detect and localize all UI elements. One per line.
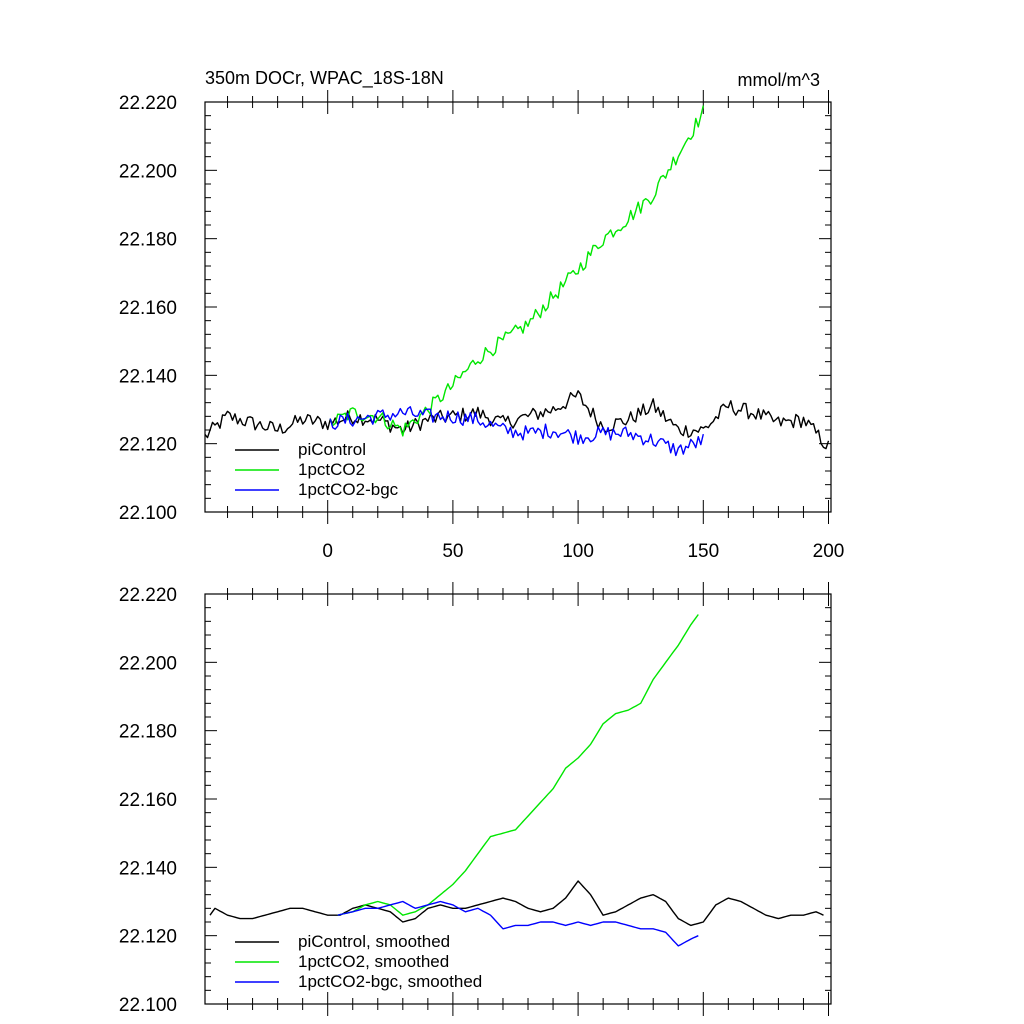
legend-label: 1pctCO2-bgc xyxy=(298,480,399,499)
y-tick-label: 22.220 xyxy=(119,93,177,114)
series-line-1pctco2-bgc xyxy=(329,406,704,457)
x-tick-label: 50 xyxy=(442,541,463,562)
y-tick-label: 22.180 xyxy=(119,722,177,743)
legend-label: 1pctCO2, smoothed xyxy=(298,952,449,971)
legend-label: piControl, smoothed xyxy=(298,932,450,951)
y-tick-label: 22.120 xyxy=(119,435,177,456)
y-tick-label: 22.120 xyxy=(119,927,177,948)
y-tick-label: 22.140 xyxy=(119,858,177,879)
y-tick-label: 22.160 xyxy=(119,298,177,319)
series-line-1pctco2 xyxy=(329,105,704,437)
y-tick-label: 22.200 xyxy=(119,653,177,674)
legend-label: 1pctCO2 xyxy=(298,460,365,479)
y-tick-label: 22.200 xyxy=(119,161,177,182)
chart-title: 350m DOCr, WPAC_18S-18N xyxy=(205,68,444,89)
top-panel: 22.100 22.120 22.140 22.160 22.180 22.200 22.2… xyxy=(119,90,844,562)
series-line-1pctco2-smoothed xyxy=(337,614,699,916)
y-tick-label: 22.100 xyxy=(119,995,177,1016)
units-label: mmol/m^3 xyxy=(738,70,820,90)
x-tick-label: 150 xyxy=(687,541,719,562)
y-tick-label: 22.180 xyxy=(119,230,177,251)
series-line-picontrol-smoothed xyxy=(209,880,824,927)
y-tick-label: 22.160 xyxy=(119,790,177,811)
y-tick-label: 22.140 xyxy=(119,366,177,387)
y-tick-label: 22.220 xyxy=(119,585,177,606)
x-tick-label: 200 xyxy=(813,541,845,562)
legend-label: 1pctCO2-bgc, smoothed xyxy=(298,972,482,991)
y-tick-label: 22.100 xyxy=(119,503,177,524)
x-tick-label: 100 xyxy=(562,541,594,562)
x-tick-label: 0 xyxy=(322,541,333,562)
series-line-picontrol xyxy=(204,390,830,450)
series-line-1pctco2-bgc-smoothed xyxy=(337,900,699,947)
legend-label: piControl xyxy=(298,440,366,459)
bottom-panel: 22.100 22.120 22.140 22.160 22.180 22.200 22.2… xyxy=(119,582,832,1016)
